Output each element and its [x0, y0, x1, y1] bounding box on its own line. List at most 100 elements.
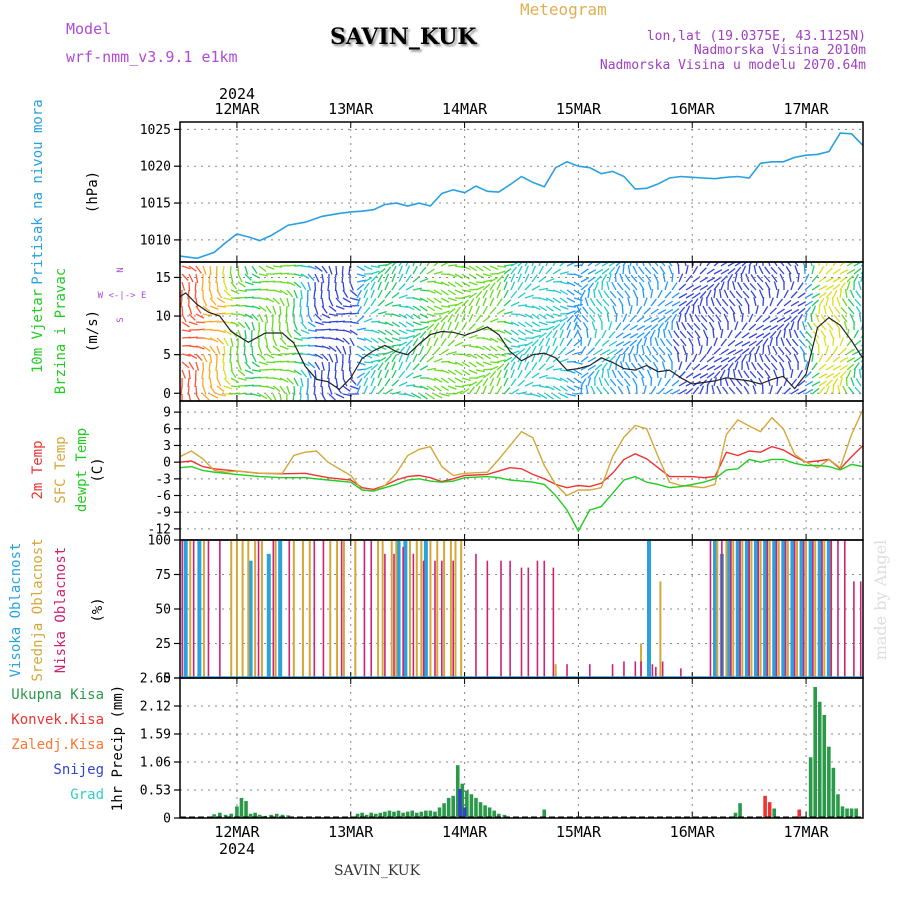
- wind-arrow: [573, 313, 580, 323]
- wind-arrow: [349, 321, 359, 325]
- mid-cloud-bar: [420, 540, 423, 678]
- wind-arrow: [780, 337, 785, 347]
- precip-ytick-label: 0: [163, 812, 171, 827]
- wind-arrow: [370, 289, 375, 299]
- wind-arrow: [313, 377, 316, 388]
- wind-arrow: [729, 306, 736, 315]
- wind-arrow: [230, 377, 240, 384]
- wind-arrow: [279, 297, 285, 307]
- wind-arrow: [482, 283, 491, 291]
- wind-arrow: [833, 314, 841, 323]
- wind-arrow: [632, 265, 638, 275]
- wind-arrow: [321, 345, 331, 350]
- wind-arrow: [405, 321, 415, 328]
- wind-arrow: [727, 339, 736, 347]
- wind-arrow: [580, 283, 589, 291]
- wind-arrow: [818, 373, 828, 379]
- wind-arrow: [764, 370, 771, 379]
- wind-arrow: [244, 384, 255, 387]
- wind-arrow: [524, 346, 531, 355]
- total-precip-bar: [836, 794, 840, 818]
- low-cloud-bar: [730, 540, 732, 678]
- total-precip-bar: [269, 814, 273, 818]
- wind-arrow: [209, 305, 219, 310]
- wind-arrow: [658, 346, 666, 355]
- wind-arrow: [244, 353, 248, 363]
- wind-arrow: [461, 313, 466, 323]
- wind-arrow: [566, 393, 576, 397]
- wind-arrow: [223, 329, 232, 336]
- wind-arrow: [846, 348, 855, 355]
- wind-arrow: [230, 337, 234, 347]
- wind-arrow: [251, 288, 262, 291]
- wind-arrow: [433, 316, 443, 323]
- wind-arrow: [706, 365, 716, 371]
- wind-arrow: [503, 273, 510, 283]
- bottom-date-label: 17MAR: [784, 823, 830, 841]
- wind-arrow: [593, 288, 596, 299]
- wind-arrow: [223, 321, 234, 324]
- wind-arrow: [230, 304, 241, 307]
- wind-arrow: [846, 357, 856, 363]
- wind-arrow: [545, 345, 551, 355]
- wind-arrow: [265, 345, 272, 354]
- wind-arrow: [341, 265, 344, 276]
- total-precip-bar: [280, 814, 285, 818]
- wind-arrow: [377, 362, 384, 371]
- wind-arrow: [710, 297, 715, 307]
- wind-arrow: [825, 364, 835, 371]
- wind-arrow: [552, 313, 562, 317]
- wind-arrow: [839, 356, 849, 363]
- wind-arrow: [440, 281, 450, 287]
- wind-arrow: [552, 319, 562, 323]
- wind-arrow: [286, 377, 294, 385]
- mid-cloud-bar: [449, 540, 452, 678]
- wind-arrow: [616, 282, 624, 291]
- high-cloud-bar: [753, 540, 758, 678]
- wind-arrow: [706, 346, 713, 355]
- precip-frame: [179, 677, 864, 819]
- wind-arrow: [489, 297, 495, 307]
- wind-arrow: [559, 305, 569, 310]
- wind-arrow: [622, 340, 631, 347]
- wind-arrow: [545, 266, 553, 275]
- wind-arrow: [791, 346, 799, 355]
- wind-arrow: [841, 314, 848, 323]
- wind-arrow: [559, 337, 565, 347]
- wind-arrow: [616, 378, 624, 387]
- wind-arrow: [223, 337, 229, 347]
- wind-arrow: [629, 345, 635, 355]
- wind-arrow: [790, 281, 795, 291]
- mid-cloud-bar: [235, 540, 238, 678]
- wind-arrow: [440, 385, 450, 392]
- wind-arrow: [461, 377, 471, 382]
- wind-arrow: [223, 377, 231, 386]
- low-cloud-bar: [272, 540, 275, 678]
- wind-arrow: [692, 285, 702, 291]
- wind-arrow: [699, 354, 707, 363]
- top-date-axis: 12MAR 13MAR 14MAR 15MAR 16MAR 17MAR: [214, 100, 829, 118]
- wind-arrow: [763, 274, 771, 283]
- snow-bar: [458, 788, 462, 818]
- wind-arrow: [412, 262, 416, 267]
- precip-ytick-label: 0.53: [140, 784, 171, 799]
- wind-arrow: [595, 298, 603, 307]
- wind-arrow: [349, 385, 359, 390]
- wind-arrow: [258, 297, 268, 301]
- wind-arrow: [327, 281, 330, 292]
- wind-arrow: [538, 287, 548, 291]
- wind-arrow: [181, 313, 187, 323]
- wind-arrow: [447, 289, 456, 296]
- wind-arrow: [699, 364, 708, 371]
- wind-title-1: 10m Vjetar: [30, 289, 46, 373]
- temp-title-3: dewpt Temp: [74, 428, 90, 512]
- wind-arrow: [538, 262, 542, 267]
- low-cloud-bar: [634, 661, 637, 678]
- wind-arrow: [468, 345, 478, 349]
- high-cloud-bar: [403, 540, 408, 678]
- wind-arrow: [853, 273, 859, 283]
- wind-arrow: [489, 276, 499, 283]
- wind-arrow: [496, 369, 502, 379]
- wind-arrow: [720, 275, 728, 283]
- mid-cloud-bar: [247, 540, 250, 678]
